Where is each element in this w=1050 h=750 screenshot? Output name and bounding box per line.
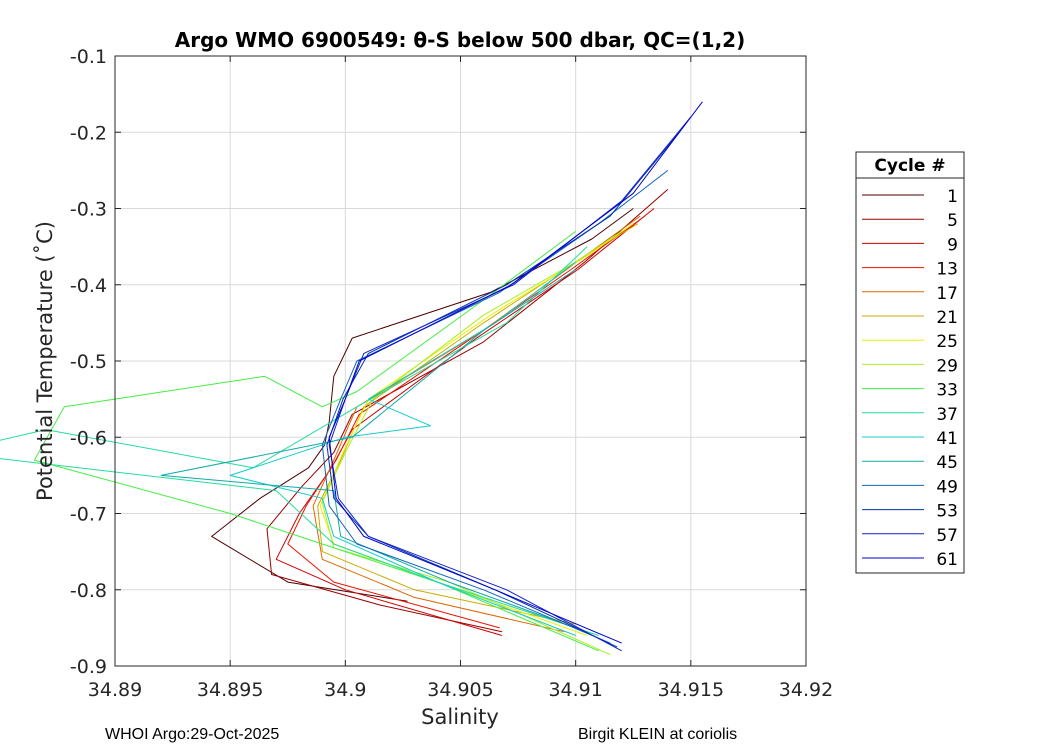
- legend-entry-label: 5: [947, 211, 958, 231]
- legend-box: [855, 151, 965, 574]
- y-tick-label: -0.2: [70, 122, 107, 144]
- legend: Cycle # 1 5 9 13 17 21 25 29 33 37 41 45 49 53 57 61: [855, 151, 965, 574]
- x-axis-label: Salinity: [421, 705, 499, 729]
- y-tick-label: -0.8: [70, 580, 107, 602]
- footer-left-credit: WHOI Argo:29-Oct-2025: [105, 726, 280, 743]
- series-line-cycle-61: [328, 101, 703, 644]
- y-tick-label: -0.1: [70, 46, 107, 68]
- y-tick-label: -0.7: [70, 504, 107, 526]
- footer-right-credit: Birgit KLEIN at coriolis: [578, 726, 738, 743]
- legend-entry-label: 33: [936, 381, 958, 401]
- x-tick-label: 34.915: [658, 679, 724, 701]
- legend-entries: 1 5 9 13 17 21 25 29 33 37 41 45 49 53 57 61: [862, 187, 958, 570]
- legend-entry-label: 45: [936, 453, 958, 473]
- y-axis-label: Potential Temperature (˚C): [33, 221, 57, 501]
- series-line-cycle-41: [229, 261, 577, 636]
- series-line-cycle-33: [33, 230, 599, 652]
- y-tick-label: -0.3: [70, 199, 107, 221]
- legend-entry-label: 41: [936, 429, 958, 449]
- legend-entry-label: 61: [936, 550, 958, 570]
- series-line-cycle-37: [0, 246, 599, 636]
- series-line-cycle-49: [321, 170, 669, 644]
- series-line-cycle-45: [160, 269, 576, 629]
- series-lines: [0, 101, 703, 656]
- y-tick-label: -0.9: [70, 656, 107, 678]
- x-tick-label: 34.89: [88, 679, 142, 701]
- legend-entry-label: 25: [936, 332, 958, 352]
- x-tick-label: 34.9: [324, 679, 366, 701]
- legend-title: Cycle #: [874, 156, 945, 176]
- legend-entry-label: 49: [936, 477, 958, 497]
- axis-ticks: 34.89 34.895 34.9 34.905 34.91 34.915 34.92 -0.…: [70, 46, 833, 701]
- legend-entry-label: 57: [936, 526, 958, 546]
- legend-entry-label: 53: [936, 502, 958, 522]
- y-tick-label: -0.6: [70, 427, 107, 449]
- legend-entry-label: 1: [947, 187, 958, 207]
- legend-entry-label: 29: [936, 356, 958, 376]
- x-tick-label: 34.92: [779, 679, 833, 701]
- legend-entry-label: 21: [936, 308, 958, 328]
- legend-entry-label: 17: [936, 284, 958, 304]
- series-line-cycle-5: [266, 189, 669, 633]
- series-line-cycle-13: [287, 215, 646, 629]
- x-tick-label: 34.905: [427, 679, 493, 701]
- x-tick-label: 34.895: [197, 679, 263, 701]
- chart-title: Argo WMO 6900549: θ-S below 500 dbar, QC…: [175, 28, 745, 52]
- legend-entry-label: 13: [936, 260, 958, 280]
- legend-entry-label: 9: [947, 235, 958, 255]
- y-tick-label: -0.5: [70, 351, 107, 373]
- legend-entry-label: 37: [936, 405, 958, 425]
- y-tick-label: -0.4: [70, 275, 107, 297]
- x-tick-label: 34.91: [548, 679, 602, 701]
